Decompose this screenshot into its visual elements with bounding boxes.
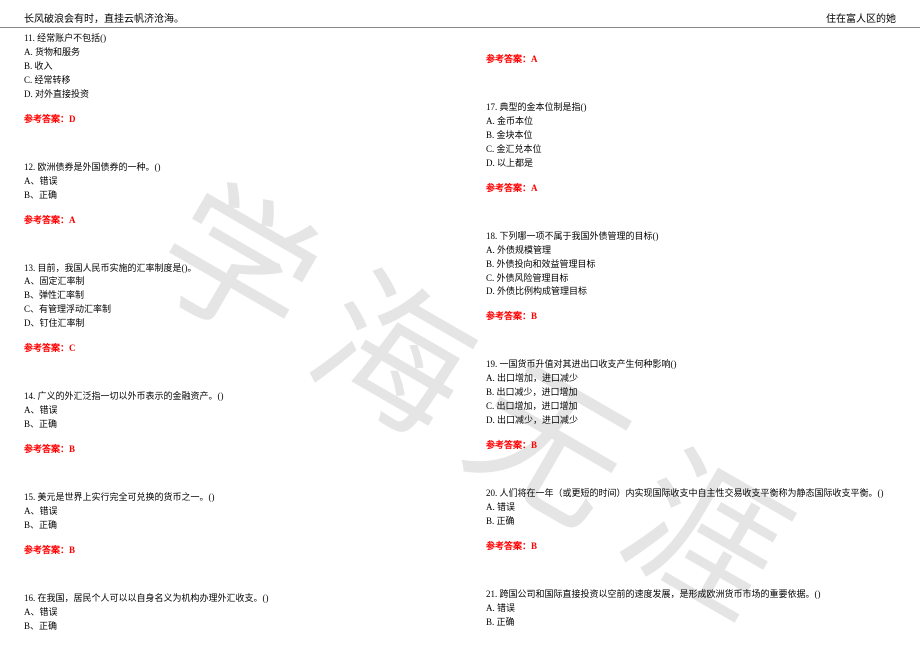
option: C、有管理浮动汇率制	[24, 303, 456, 317]
header-right-text: 住在富人区的她	[826, 10, 896, 25]
option: B、弹性汇率制	[24, 289, 456, 303]
question-options: A、错误 B、正确	[24, 175, 456, 203]
question-stem: 15. 美元是世界上实行完全可兑换的货币之一。()	[24, 491, 456, 505]
question-stem: 12. 欧洲债券是外国债券的一种。()	[24, 161, 456, 175]
option: A、错误	[24, 505, 456, 519]
header-left-quote: 长风破浪会有时，直挂云帆济沧海。	[24, 10, 184, 25]
option: B. 金块本位	[486, 129, 896, 143]
question-14: 14. 广义的外汇泛指一切以外币表示的金融资产。() A、错误 B、正确	[24, 390, 456, 432]
option: A、错误	[24, 606, 456, 620]
content-area: 11. 经常账户不包括() A. 货物和服务 B. 收入 C. 经常转移 D. …	[0, 28, 920, 642]
question-options: A. 错误 B. 正确	[486, 501, 896, 529]
question-stem: 18. 下列哪一项不属于我国外债管理的目标()	[486, 230, 896, 244]
question-13: 13. 目前，我国人民币实施的汇率制度是()。 A、固定汇率制 B、弹性汇率制 …	[24, 262, 456, 332]
question-options: A、错误 B、正确	[24, 404, 456, 432]
answer-12: 参考答案：A	[24, 213, 456, 226]
question-options: A. 金币本位 B. 金块本位 C. 金汇兑本位 D. 以上都是	[486, 115, 896, 171]
option: D、钉住汇率制	[24, 317, 456, 331]
option: A、固定汇率制	[24, 275, 456, 289]
question-18: 18. 下列哪一项不属于我国外债管理的目标() A. 外债规模管理 B. 外债投…	[486, 230, 896, 300]
question-17: 17. 典型的金本位制是指() A. 金币本位 B. 金块本位 C. 金汇兑本位…	[486, 101, 896, 171]
question-options: A. 错误 B. 正确	[486, 602, 896, 630]
option: C. 金汇兑本位	[486, 143, 896, 157]
question-12: 12. 欧洲债券是外国债券的一种。() A、错误 B、正确	[24, 161, 456, 203]
answer-20: 参考答案：B	[486, 539, 896, 552]
question-20: 20. 人们将在一年（或更短的时间）内实现国际收支中自主性交易收支平衡称为静态国…	[486, 487, 896, 529]
question-stem: 19. 一国货币升值对其进出口收支产生何种影响()	[486, 358, 896, 372]
column-right: 参考答案：A 17. 典型的金本位制是指() A. 金币本位 B. 金块本位 C…	[476, 28, 896, 642]
option: A. 金币本位	[486, 115, 896, 129]
option: B、正确	[24, 418, 456, 432]
question-stem: 16. 在我国，居民个人可以以自身名义为机构办理外汇收支。()	[24, 592, 456, 606]
question-16: 16. 在我国，居民个人可以以自身名义为机构办理外汇收支。() A、错误 B、正…	[24, 592, 456, 634]
option: B. 出口减少，进口增加	[486, 386, 896, 400]
option: A. 出口增加，进口减少	[486, 372, 896, 386]
question-options: A、固定汇率制 B、弹性汇率制 C、有管理浮动汇率制 D、钉住汇率制	[24, 275, 456, 331]
answer-prev: 参考答案：A	[486, 52, 896, 65]
question-options: A、错误 B、正确	[24, 505, 456, 533]
option: B、正确	[24, 620, 456, 634]
option: C. 外债风险管理目标	[486, 272, 896, 286]
option: B. 正确	[486, 515, 896, 529]
answer-18: 参考答案：B	[486, 309, 896, 322]
option: A. 错误	[486, 602, 896, 616]
answer-11: 参考答案：D	[24, 112, 456, 125]
question-stem: 13. 目前，我国人民币实施的汇率制度是()。	[24, 262, 456, 276]
answer-15: 参考答案：B	[24, 543, 456, 556]
answer-17: 参考答案：A	[486, 181, 896, 194]
question-11: 11. 经常账户不包括() A. 货物和服务 B. 收入 C. 经常转移 D. …	[24, 32, 456, 102]
page-header: 长风破浪会有时，直挂云帆济沧海。 住在富人区的她	[0, 0, 920, 28]
answer-13: 参考答案：C	[24, 341, 456, 354]
question-15: 15. 美元是世界上实行完全可兑换的货币之一。() A、错误 B、正确	[24, 491, 456, 533]
question-options: A. 货物和服务 B. 收入 C. 经常转移 D. 对外直接投资	[24, 46, 456, 102]
question-21: 21. 跨国公司和国际直接投资以空前的速度发展，是形成欧洲货币市场的重要依据。(…	[486, 588, 896, 630]
option: A、错误	[24, 175, 456, 189]
question-options: A、错误 B、正确	[24, 606, 456, 634]
answer-19: 参考答案：B	[486, 438, 896, 451]
option: A. 货物和服务	[24, 46, 456, 60]
question-19: 19. 一国货币升值对其进出口收支产生何种影响() A. 出口增加，进口减少 B…	[486, 358, 896, 428]
option: B. 收入	[24, 60, 456, 74]
option: A、错误	[24, 404, 456, 418]
question-options: A. 出口增加，进口减少 B. 出口减少，进口增加 C. 出口增加，进口增加 D…	[486, 372, 896, 428]
option: D. 以上都是	[486, 157, 896, 171]
option: A. 外债规模管理	[486, 244, 896, 258]
question-options: A. 外债规模管理 B. 外债投向和效益管理目标 C. 外债风险管理目标 D. …	[486, 244, 896, 300]
question-stem: 20. 人们将在一年（或更短的时间）内实现国际收支中自主性交易收支平衡称为静态国…	[486, 487, 896, 501]
option: B、正确	[24, 189, 456, 203]
option: D. 出口减少，进口减少	[486, 414, 896, 428]
question-stem: 11. 经常账户不包括()	[24, 32, 456, 46]
option: D. 对外直接投资	[24, 88, 456, 102]
option: B、正确	[24, 519, 456, 533]
option: B. 外债投向和效益管理目标	[486, 258, 896, 272]
question-stem: 14. 广义的外汇泛指一切以外币表示的金融资产。()	[24, 390, 456, 404]
option: C. 经常转移	[24, 74, 456, 88]
option: A. 错误	[486, 501, 896, 515]
answer-14: 参考答案：B	[24, 442, 456, 455]
question-stem: 21. 跨国公司和国际直接投资以空前的速度发展，是形成欧洲货币市场的重要依据。(…	[486, 588, 896, 602]
question-stem: 17. 典型的金本位制是指()	[486, 101, 896, 115]
option: D. 外债比例构成管理目标	[486, 285, 896, 299]
option: B. 正确	[486, 616, 896, 630]
option: C. 出口增加，进口增加	[486, 400, 896, 414]
column-left: 11. 经常账户不包括() A. 货物和服务 B. 收入 C. 经常转移 D. …	[24, 28, 476, 642]
